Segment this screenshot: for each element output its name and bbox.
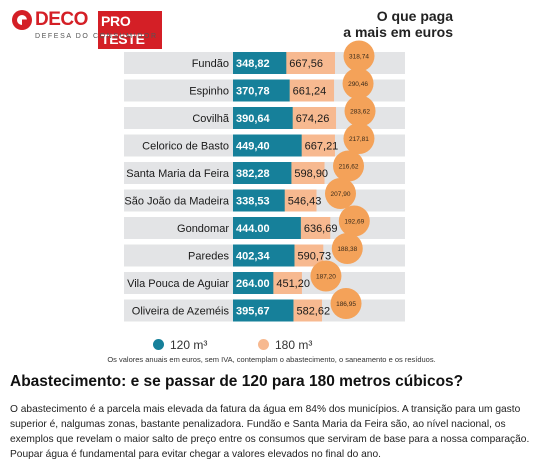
- logo-subtitle: DEFESA DO CONSUMIDOR: [35, 33, 158, 40]
- value-label-180: 636,69: [304, 223, 338, 235]
- difference-bubble: [324, 178, 356, 209]
- logo-emblem-icon: [12, 10, 32, 30]
- category-label: Paredes: [188, 251, 229, 263]
- difference-label: 216,62: [339, 164, 359, 171]
- difference-label: 192,69: [344, 219, 364, 226]
- bar-120: [233, 162, 292, 184]
- difference-label: 188,38: [337, 246, 357, 253]
- chart-header-line2: a mais em euros: [343, 24, 453, 40]
- value-label-120: 382,28: [236, 168, 270, 180]
- legend-item-120: 120 m³: [153, 338, 207, 352]
- bar-120: [233, 299, 294, 322]
- difference-label: 186,95: [336, 301, 356, 308]
- chart-note: Os valores anuais em euros, sem IVA, con…: [107, 355, 436, 364]
- difference-label: 290,46: [348, 81, 368, 88]
- value-label-120: 444.00: [236, 223, 270, 235]
- difference-label: 217,81: [349, 136, 369, 143]
- value-label-120: 338,53: [236, 196, 270, 208]
- value-label-180: 667,21: [305, 141, 339, 153]
- category-label: Celorico de Basto: [142, 141, 229, 153]
- value-label-120: 390,64: [236, 113, 271, 125]
- logo-brand-right: PRO TESTE: [98, 11, 162, 49]
- value-label-180: 590,73: [297, 251, 331, 263]
- value-label-120: 370,78: [236, 86, 270, 98]
- category-label: Oliveira de Azeméis: [132, 306, 230, 318]
- chart-header-line1: O que paga: [376, 8, 453, 24]
- value-label-180: 674,26: [296, 113, 330, 125]
- difference-bubble: [330, 288, 362, 319]
- value-label-120: 348,82: [236, 58, 270, 70]
- value-label-120: 402,34: [236, 251, 271, 263]
- difference-bubble: [343, 123, 375, 154]
- difference-label: 318,74: [349, 54, 369, 61]
- value-label-120: 449,40: [236, 141, 270, 153]
- bar-120: [233, 107, 293, 129]
- value-label-180: 661,24: [293, 86, 327, 98]
- category-label: Fundão: [192, 58, 229, 70]
- value-label-180: 582,62: [296, 306, 330, 318]
- legend-swatch-180: [258, 339, 269, 350]
- article-body: O abastecimento é a parcela mais elevada…: [10, 404, 530, 460]
- category-label: Vila Pouca de Aguiar: [127, 278, 229, 290]
- value-label-120: 395,67: [236, 306, 270, 318]
- bar-120: [233, 52, 287, 74]
- article-title: Abastecimento: e se passar de 120 para 1…: [10, 373, 464, 390]
- legend-swatch-120: [153, 339, 164, 350]
- legend-label-120: 120 m³: [170, 338, 208, 352]
- value-label-180: 546,43: [288, 196, 322, 208]
- value-label-180: 667,56: [289, 58, 323, 70]
- chart-header: O que paga a mais em euros: [343, 8, 453, 40]
- logo-brand-left: DECO: [35, 9, 88, 30]
- difference-bubble: [344, 95, 376, 127]
- difference-label: 207,90: [331, 191, 351, 198]
- category-label: Covilhã: [192, 113, 230, 125]
- difference-bubble: [342, 68, 374, 99]
- difference-bubble: [310, 260, 342, 292]
- bar-120: [233, 189, 285, 212]
- difference-label: 187,20: [316, 274, 336, 281]
- difference-bubble: [343, 40, 375, 72]
- value-label-180: 451,20: [276, 278, 310, 290]
- difference-label: 283,62: [350, 109, 370, 116]
- category-label: São João da Madeira: [124, 196, 229, 208]
- bar-120: [233, 272, 274, 294]
- bar-120: [233, 244, 295, 267]
- category-label: Santa Maria da Feira: [126, 168, 230, 180]
- difference-bubble: [331, 233, 363, 264]
- category-label: Espinho: [189, 86, 229, 98]
- bar-120: [233, 217, 301, 239]
- category-label: Gondomar: [177, 223, 229, 235]
- difference-bubble: [333, 150, 365, 182]
- bar-120: [233, 79, 290, 102]
- legend-label-180: 180 m³: [275, 338, 313, 352]
- deco-proteste-logo: DECO PRO TESTE DEFESA DO CONSUMIDOR: [12, 9, 162, 49]
- value-label-120: 264.00: [236, 278, 270, 290]
- legend-item-180: 180 m³: [258, 338, 312, 352]
- difference-bubble: [338, 205, 370, 237]
- bar-120: [233, 134, 302, 157]
- value-label-180: 598,90: [294, 168, 328, 180]
- chart: Fundão 348,82 667,56 318,74 Espinho 370,78 661…: [124, 40, 405, 322]
